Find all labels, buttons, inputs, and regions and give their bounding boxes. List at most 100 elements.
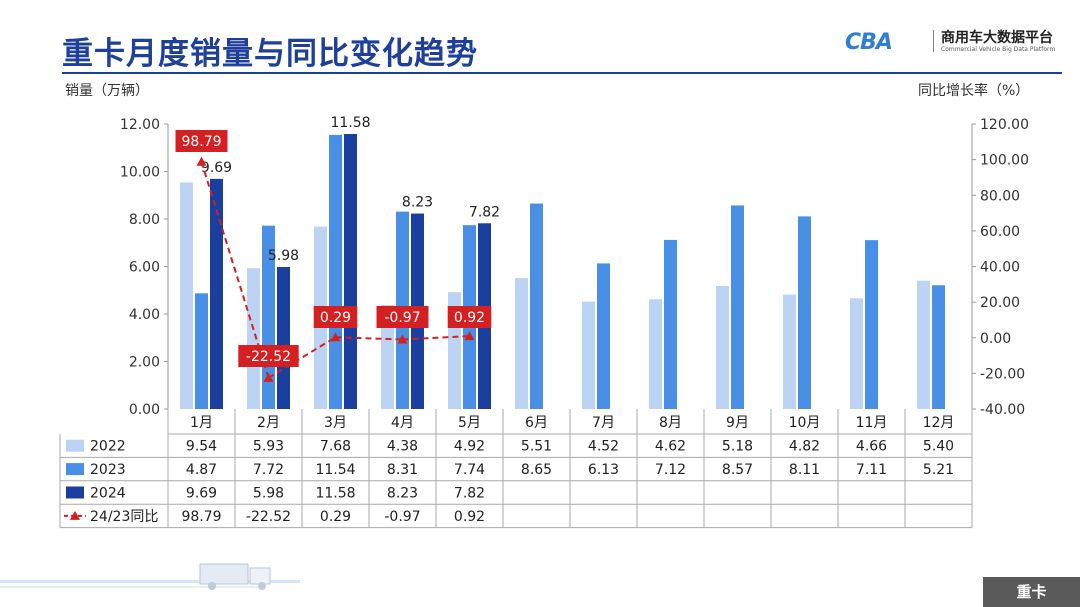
- left-tick-label: 8.00: [129, 212, 160, 228]
- bar-2024: [277, 266, 290, 409]
- bar-2022: [850, 298, 863, 409]
- section-tag: 重卡: [983, 577, 1080, 607]
- yoy-line-segment: [335, 336, 403, 341]
- right-tick-label: -40.00: [980, 402, 1025, 418]
- bar-2023: [932, 285, 945, 409]
- right-tick-label: -20.00: [980, 366, 1025, 382]
- legend-swatch-2024: [66, 486, 84, 499]
- x-tick-label: 6月: [525, 415, 548, 431]
- yoy-point: [263, 372, 274, 382]
- right-tick-label: 60.00: [980, 224, 1020, 240]
- bar-2024: [210, 178, 223, 409]
- yoy-line-segment: [402, 335, 470, 341]
- legend-swatch-2023: [66, 463, 84, 476]
- table-cell: 4.38: [387, 439, 418, 455]
- bar-2022: [716, 285, 729, 409]
- right-tick-label: 100.00: [980, 153, 1029, 169]
- table-cell: 8.65: [521, 462, 552, 478]
- right-tick-label: 20.00: [980, 295, 1020, 311]
- right-tick-label: 0.00: [980, 331, 1011, 347]
- x-tick-label: 5月: [458, 415, 481, 431]
- table-cell: 4.62: [655, 439, 686, 455]
- bar-2022: [180, 182, 193, 409]
- left-tick-label: 12.00: [120, 117, 160, 133]
- x-tick-label: 8月: [659, 415, 682, 431]
- yoy-label: 98.79: [181, 134, 221, 150]
- bar-2023: [664, 239, 677, 409]
- platform-logo: CBA 商用车大数据平台 Commercial Vehicle Big Data…: [845, 24, 1075, 58]
- bar-2022: [515, 278, 528, 409]
- table-cell: 4.87: [186, 462, 217, 478]
- table-cell: 7.74: [454, 462, 485, 478]
- legend-swatch-2022: [66, 439, 84, 452]
- table-cell: 5.93: [253, 439, 284, 455]
- left-tick-label: 10.00: [120, 165, 160, 181]
- bar-2022: [247, 268, 260, 409]
- bar-2024: [344, 133, 357, 409]
- legend-label: 24/23同比: [90, 509, 158, 525]
- legend-label: 2022: [90, 439, 126, 455]
- table-cell: 9.54: [186, 439, 217, 455]
- logo-name-en: Commercial Vehicle Big Data Platform: [941, 46, 1056, 53]
- table-cell: 7.12: [655, 462, 686, 478]
- table-cell: 8.31: [387, 462, 418, 478]
- truck-decoration-icon: [0, 563, 300, 590]
- x-tick-label: 10月: [789, 415, 821, 431]
- table-cell: -22.52: [246, 509, 291, 525]
- x-tick-label: 11月: [856, 415, 888, 431]
- x-tick-label: 12月: [923, 415, 955, 431]
- bar-label-2024: 7.82: [469, 204, 500, 220]
- bar-2022: [917, 280, 930, 409]
- bar-label-2024: 11.58: [330, 115, 370, 131]
- yoy-label: 0.92: [454, 310, 485, 326]
- table-cell: 5.21: [923, 462, 954, 478]
- table-cell: -0.97: [384, 509, 420, 525]
- x-tick-label: 3月: [324, 415, 347, 431]
- left-tick-label: 4.00: [129, 307, 160, 323]
- table-cell: 11.54: [315, 462, 355, 478]
- right-axis-label: 同比增长率（%）: [918, 83, 1030, 99]
- table-cell: 7.82: [454, 486, 485, 502]
- yoy-line-segment: [200, 161, 270, 379]
- title-divider: [62, 72, 1062, 74]
- yoy-label-box: [238, 345, 299, 367]
- table-cell: 0.92: [454, 509, 485, 525]
- left-tick-label: 2.00: [129, 355, 160, 371]
- logo-mark: CBA: [845, 30, 893, 55]
- table-cell: 7.68: [320, 439, 351, 455]
- yoy-label: -22.52: [246, 349, 291, 365]
- x-tick-label: 4月: [391, 415, 414, 431]
- yoy-label: -0.97: [384, 310, 420, 326]
- table-cell: 98.79: [181, 509, 221, 525]
- bar-label-2024: 5.98: [268, 248, 299, 264]
- logo-name-cn: 商用车大数据平台: [941, 30, 1053, 46]
- right-tick-label: 120.00: [980, 117, 1029, 133]
- table-cell: 8.57: [722, 462, 753, 478]
- legend-marker-yoy: [70, 510, 80, 520]
- table-cell: 8.11: [789, 462, 820, 478]
- yoy-line-segment: [267, 336, 337, 379]
- bar-2022: [381, 304, 394, 409]
- table-cell: 8.23: [387, 486, 418, 502]
- bar-label-2024: 9.69: [201, 160, 232, 176]
- table-cell: 5.40: [923, 439, 954, 455]
- yoy-label-box: [313, 306, 358, 328]
- bar-2023: [731, 205, 744, 409]
- table-cell: 5.18: [722, 439, 753, 455]
- table-cell: 9.69: [186, 486, 217, 502]
- x-tick-label: 2月: [257, 415, 280, 431]
- table-cell: 4.52: [588, 439, 619, 455]
- yoy-label-box: [447, 306, 492, 328]
- page-title: 重卡月度销量与同比变化趋势: [62, 36, 478, 72]
- yoy-label-box: [175, 130, 228, 152]
- bar-2022: [649, 299, 662, 409]
- yoy-point: [464, 331, 475, 341]
- table-cell: 6.13: [588, 462, 619, 478]
- table-cell: 7.11: [856, 462, 887, 478]
- left-tick-label: 6.00: [129, 260, 160, 276]
- bar-2023: [865, 240, 878, 409]
- bar-2023: [597, 263, 610, 409]
- table-cell: 4.82: [789, 439, 820, 455]
- yoy-label: 0.29: [320, 310, 351, 326]
